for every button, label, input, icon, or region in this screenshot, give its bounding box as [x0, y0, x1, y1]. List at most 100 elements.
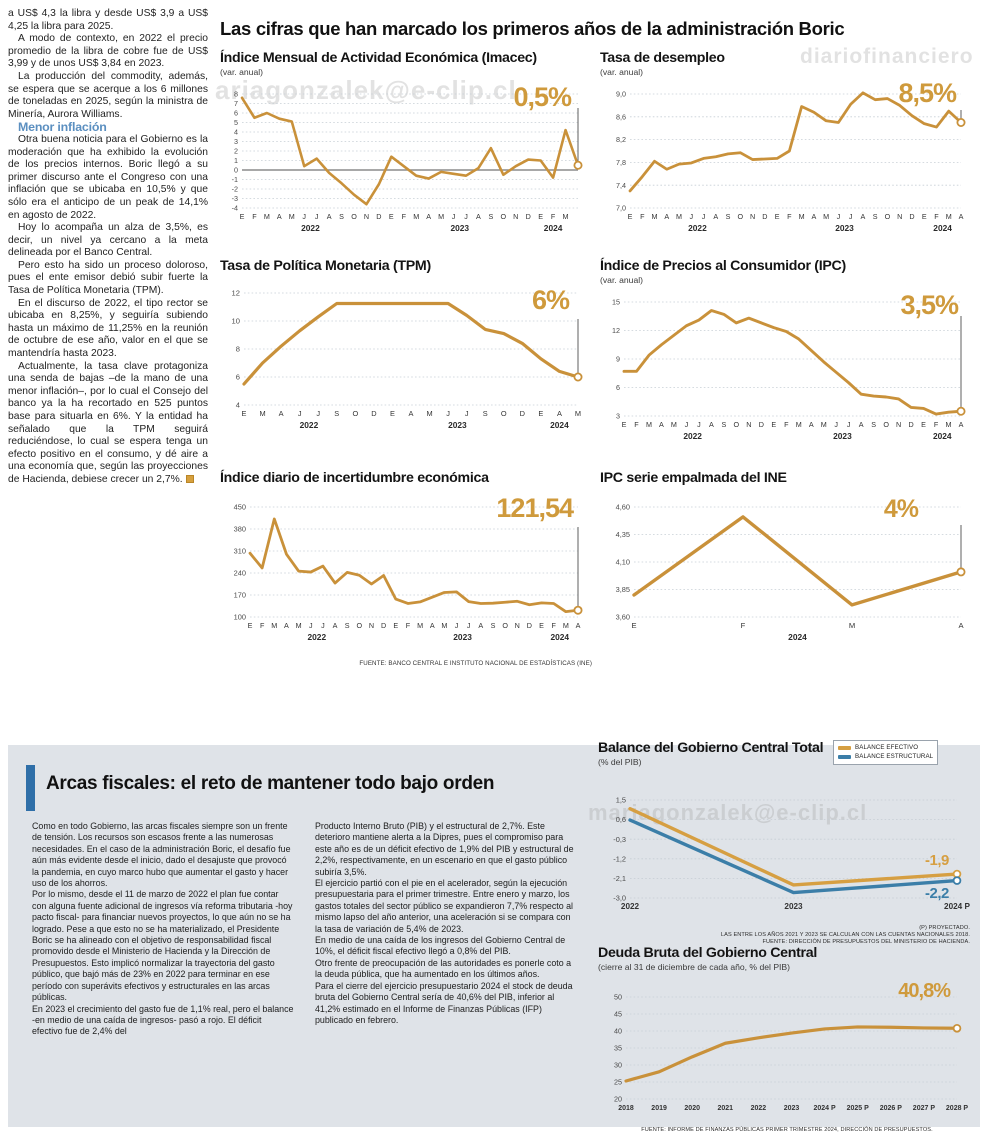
svg-text:4: 4	[236, 401, 240, 410]
svg-text:9,0: 9,0	[616, 90, 626, 99]
chart-subtitle: (var. anual)	[600, 67, 643, 77]
svg-text:E: E	[393, 621, 398, 630]
svg-text:A: A	[409, 409, 414, 418]
chart-subtitle: (var. anual)	[600, 275, 643, 285]
svg-text:E: E	[922, 212, 927, 221]
svg-text:S: S	[488, 212, 493, 221]
svg-text:D: D	[376, 212, 381, 221]
chart-title: Índice Mensual de Actividad Económica (I…	[220, 50, 537, 66]
svg-text:S: S	[345, 621, 350, 630]
bottom-article-col-2: Producto Interno Bruto (PIB) y el estruc…	[315, 821, 577, 1026]
svg-text:M: M	[849, 621, 855, 630]
svg-text:S: S	[491, 621, 496, 630]
svg-text:F: F	[406, 621, 411, 630]
chart-callout-value: 0,5%	[513, 82, 572, 112]
svg-text:J: J	[309, 621, 313, 630]
svg-text:10: 10	[232, 317, 240, 326]
svg-text:F: F	[634, 420, 639, 429]
svg-text:J: J	[446, 409, 450, 418]
svg-text:N: N	[513, 212, 518, 221]
svg-text:310: 310	[234, 547, 246, 556]
chart-plot-area: 50 45 40 35 30 25 20 2018 2019 2020 2021 2022 2023 20…	[598, 977, 976, 1127]
svg-text:D: D	[520, 409, 525, 418]
svg-text:D: D	[527, 621, 532, 630]
chart-callout-value: 4%	[883, 495, 919, 523]
article-paragraph: a US$ 4,3 la libra y desde US$ 3,9 a US$…	[8, 8, 208, 32]
chart-note-line: LAS ENTRE LOS AÑOS 2021 Y 2023 SE CALCUL…	[720, 932, 970, 938]
svg-text:2022: 2022	[683, 431, 702, 441]
svg-text:2020: 2020	[684, 1105, 700, 1112]
svg-text:20: 20	[614, 1095, 622, 1104]
svg-text:S: S	[871, 420, 876, 429]
svg-text:A: A	[426, 212, 431, 221]
svg-text:J: J	[464, 212, 468, 221]
bottom-article-col-1: Como en todo Gobierno, las arcas fiscale…	[32, 821, 294, 1038]
svg-text:2024: 2024	[550, 420, 569, 430]
bottom-article-paragraph: Para el cierre del ejercicio presupuesta…	[315, 980, 573, 1025]
svg-text:E: E	[628, 212, 633, 221]
svg-text:E: E	[631, 621, 636, 630]
svg-text:6: 6	[234, 109, 238, 118]
svg-text:8,6: 8,6	[616, 112, 626, 121]
svg-text:3: 3	[616, 412, 620, 421]
svg-text:2022: 2022	[300, 420, 319, 430]
svg-text:S: S	[721, 420, 726, 429]
bottom-article-title: Arcas fiscales: el reto de mantener todo…	[46, 773, 495, 794]
svg-text:J: J	[849, 212, 853, 221]
svg-text:2025 P: 2025 P	[847, 1105, 870, 1112]
svg-text:D: D	[762, 212, 767, 221]
svg-text:F: F	[552, 621, 557, 630]
chart-callout-value: 8,5%	[898, 78, 957, 108]
svg-text:N: N	[369, 621, 374, 630]
bottom-article-paragraph: Por lo mismo, desde el 11 de marzo de 20…	[32, 889, 293, 1003]
chart-callout-value: 40,8%	[898, 980, 951, 1002]
svg-text:N: N	[897, 212, 902, 221]
article-paragraph: La producción del commodity, además, se …	[8, 70, 208, 120]
svg-text:4,35: 4,35	[616, 530, 630, 539]
article-paragraph: A modo de contexto, en 2022 el precio pr…	[8, 33, 208, 70]
svg-text:O: O	[502, 621, 508, 630]
svg-text:O: O	[501, 409, 507, 418]
chart-notes: (P) PROYECTADO. LAS ENTRE LOS AÑOS 2021 Y…	[598, 925, 976, 946]
svg-text:4,60: 4,60	[616, 503, 630, 512]
svg-text:M: M	[946, 212, 952, 221]
series-end-label: -1,9	[925, 852, 949, 870]
svg-text:E: E	[538, 212, 543, 221]
svg-text:2026 P: 2026 P	[880, 1105, 903, 1112]
svg-text:S: S	[483, 409, 488, 418]
svg-text:6: 6	[616, 383, 620, 392]
svg-text:2023: 2023	[450, 223, 469, 233]
svg-text:S: S	[339, 212, 344, 221]
bottom-article-paragraph: El ejercicio partió con el pie en el ace…	[315, 878, 574, 934]
legend-swatch	[838, 745, 851, 750]
legend-swatch	[838, 754, 851, 759]
legend-label: BALANCE EFECTIVO	[855, 744, 919, 751]
svg-text:O: O	[357, 621, 363, 630]
svg-text:E: E	[240, 212, 245, 221]
legend-item: BALANCE EFECTIVO	[838, 743, 933, 752]
chart-plot-area: 1,5 0,6 -0,3 -1,2 -2,1 -3,0 2022 2023 2024 P -1,9…	[598, 772, 976, 924]
svg-text:2022: 2022	[751, 1105, 767, 1112]
legend-label: BALANCE ESTRUCTURAL	[855, 753, 934, 760]
svg-text:F: F	[787, 212, 792, 221]
svg-text:J: J	[452, 212, 456, 221]
svg-text:J: J	[467, 621, 471, 630]
svg-text:-2,1: -2,1	[613, 874, 626, 883]
svg-text:A: A	[713, 212, 718, 221]
svg-text:4: 4	[234, 128, 238, 137]
svg-text:J: J	[302, 212, 306, 221]
bottom-article-paragraph: En medio de una caída de los ingresos de…	[315, 935, 566, 957]
svg-text:D: D	[909, 212, 914, 221]
accent-bar	[26, 765, 35, 811]
svg-text:E: E	[538, 409, 543, 418]
svg-text:12: 12	[232, 289, 240, 298]
svg-text:1: 1	[234, 156, 238, 165]
svg-text:-3: -3	[232, 194, 238, 203]
svg-text:S: S	[873, 212, 878, 221]
svg-text:A: A	[659, 420, 664, 429]
chart-plot-area: 8 7 6 5 4 3 2 1 0 -1 -2 -3 -4 E F M A M J J A S O N D E F M A M J J A S O N…	[220, 82, 595, 242]
svg-text:0,6: 0,6	[616, 815, 626, 824]
svg-text:J: J	[465, 409, 469, 418]
svg-text:D: D	[381, 621, 386, 630]
svg-text:M: M	[438, 212, 444, 221]
